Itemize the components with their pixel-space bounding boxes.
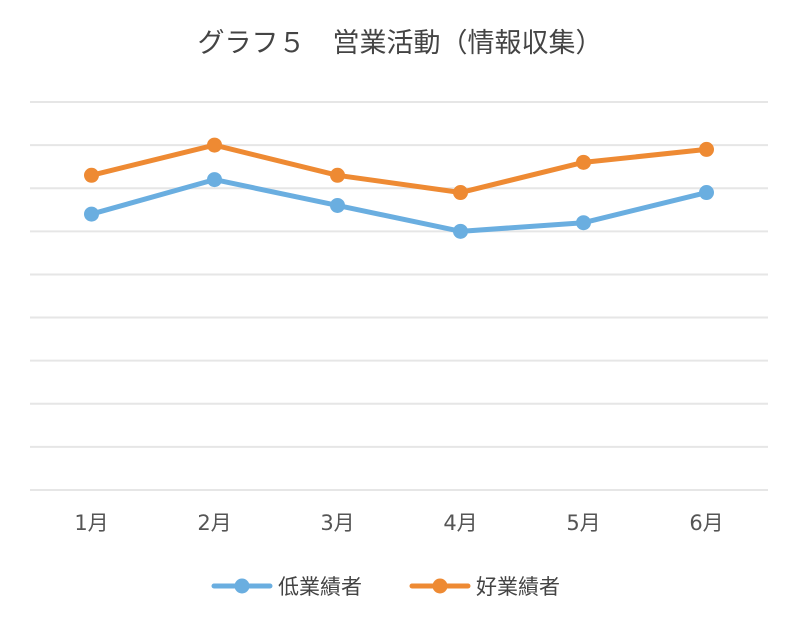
x-tick-label: 1月 xyxy=(74,511,108,535)
legend-label: 低業績者 xyxy=(278,575,362,599)
data-point xyxy=(84,167,99,183)
data-point xyxy=(207,172,222,188)
x-tick-label: 2月 xyxy=(197,511,231,535)
x-tick-label: 3月 xyxy=(320,511,354,535)
chart-title: グラフ５ 営業活動（情報収集） xyxy=(198,28,603,59)
legend-label: 好業績者 xyxy=(476,575,560,599)
gridlines xyxy=(30,101,768,491)
x-tick-label: 6月 xyxy=(689,511,723,535)
legend-swatch-marker xyxy=(432,578,448,594)
legend-swatch-marker xyxy=(234,578,250,594)
x-axis-ticks: 1月 2月 3月 4月 5月 6月 xyxy=(74,511,723,535)
data-point xyxy=(699,141,714,157)
data-point xyxy=(576,154,591,170)
data-point xyxy=(330,167,345,183)
series-lines xyxy=(84,137,714,239)
data-point xyxy=(576,215,591,231)
legend: 低業績者 好業績者 xyxy=(211,575,560,599)
x-tick-label: 5月 xyxy=(566,511,600,535)
series-line xyxy=(89,142,709,196)
x-tick-label: 4月 xyxy=(443,511,477,535)
data-point xyxy=(84,206,99,222)
data-point xyxy=(699,185,714,201)
series-line xyxy=(89,177,709,234)
data-point xyxy=(453,223,468,239)
data-point xyxy=(453,185,468,201)
data-point xyxy=(330,197,345,213)
data-point xyxy=(207,137,222,153)
